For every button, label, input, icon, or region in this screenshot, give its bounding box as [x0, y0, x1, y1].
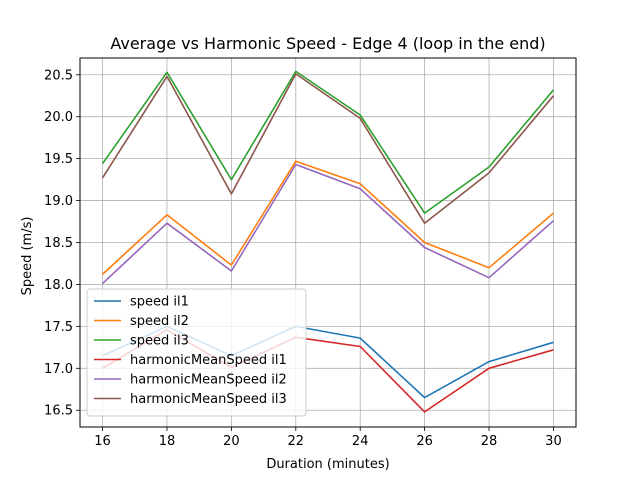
chart-title: Average vs Harmonic Speed - Edge 4 (loop…	[110, 34, 545, 53]
series-line-6	[101, 73, 555, 224]
legend-label: speed il3	[130, 334, 189, 349]
y-tick-label: 18.0	[44, 278, 73, 293]
y-tick-label: 19.5	[44, 152, 73, 167]
legend-label: harmonicMeanSpeed il1	[130, 353, 287, 368]
x-tick-label: 28	[481, 434, 498, 449]
y-tick-label: 17.0	[44, 362, 73, 377]
legend-label: harmonicMeanSpeed il2	[130, 373, 287, 388]
x-tick-label: 30	[545, 434, 562, 449]
x-axis-ticks: 16 18 20 22 24 26 28 30	[94, 427, 562, 449]
y-axis-label: Speed (m/s)	[20, 217, 35, 296]
x-tick-label: 16	[94, 434, 111, 449]
legend-label: speed il2	[130, 314, 189, 329]
series-line-3	[101, 70, 555, 214]
y-axis-ticks: 16.5 17.0 17.5 18.0 18.5 19.0 19.5 20.0 20.5	[44, 68, 80, 419]
x-tick-label: 18	[159, 434, 176, 449]
x-tick-label: 20	[223, 434, 240, 449]
x-tick-label: 22	[288, 434, 305, 449]
y-tick-label: 16.5	[44, 404, 73, 419]
y-tick-label: 19.0	[44, 194, 73, 209]
x-tick-label: 26	[416, 434, 433, 449]
series-line-2	[101, 160, 555, 275]
y-tick-label: 20.5	[44, 68, 73, 83]
y-tick-label: 18.5	[44, 236, 73, 251]
legend-label: speed il1	[130, 295, 189, 310]
x-tick-label: 24	[352, 434, 369, 449]
legend: speed il1 speed il2 speed il3 harmonicMeanS…	[86, 288, 307, 417]
x-axis-label: Duration (minutes)	[266, 457, 389, 472]
legend-label: harmonicMeanSpeed il3	[130, 392, 287, 407]
series-line-5	[101, 163, 555, 285]
y-tick-label: 20.0	[44, 110, 73, 125]
y-tick-label: 17.5	[44, 320, 73, 335]
legend-box	[86, 288, 307, 417]
